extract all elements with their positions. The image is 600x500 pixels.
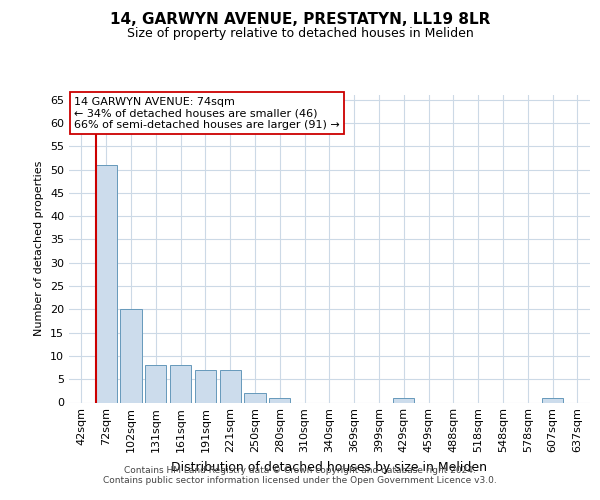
- Bar: [542, 398, 563, 402]
- Bar: [393, 398, 415, 402]
- Text: 14, GARWYN AVENUE, PRESTATYN, LL19 8LR: 14, GARWYN AVENUE, PRESTATYN, LL19 8LR: [110, 12, 490, 28]
- Bar: [121, 310, 142, 402]
- Bar: [95, 165, 117, 402]
- Text: Contains public sector information licensed under the Open Government Licence v3: Contains public sector information licen…: [103, 476, 497, 485]
- Bar: [145, 365, 166, 403]
- Bar: [170, 365, 191, 403]
- Bar: [269, 398, 290, 402]
- Text: 14 GARWYN AVENUE: 74sqm
← 34% of detached houses are smaller (46)
66% of semi-de: 14 GARWYN AVENUE: 74sqm ← 34% of detache…: [74, 96, 340, 130]
- Y-axis label: Number of detached properties: Number of detached properties: [34, 161, 44, 336]
- Text: Contains HM Land Registry data © Crown copyright and database right 2024.: Contains HM Land Registry data © Crown c…: [124, 466, 476, 475]
- Bar: [195, 370, 216, 402]
- Text: Size of property relative to detached houses in Meliden: Size of property relative to detached ho…: [127, 28, 473, 40]
- Bar: [244, 393, 266, 402]
- Bar: [220, 370, 241, 402]
- X-axis label: Distribution of detached houses by size in Meliden: Distribution of detached houses by size …: [172, 461, 487, 474]
